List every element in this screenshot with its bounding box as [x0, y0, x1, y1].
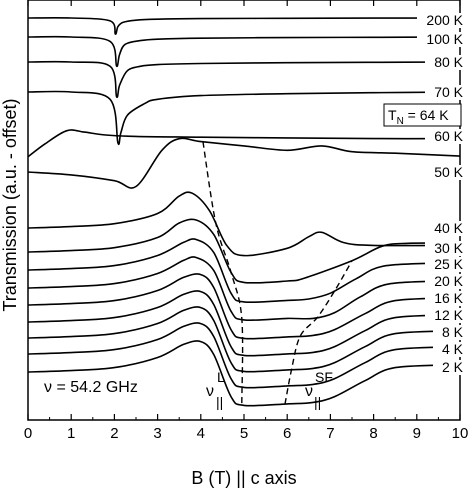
frequency-annotation: ν = 54.2 GHz	[44, 379, 138, 396]
series-label-bg	[425, 308, 463, 323]
series-label: 50 K	[434, 164, 463, 180]
series-label-bg	[425, 165, 463, 180]
series-label-bg	[425, 129, 463, 144]
guide-right-main: ν	[305, 383, 313, 400]
series-label-bg	[425, 257, 463, 272]
series-line-12k	[27, 290, 461, 357]
series-label-bg	[417, 32, 463, 47]
series-label-bg	[417, 13, 463, 28]
x-tick-label: 3	[153, 425, 161, 442]
x-tick-label: 7	[326, 425, 334, 442]
guide-right-sub: ||	[314, 394, 321, 410]
series-line-70k	[27, 90, 461, 145]
series-label: 25 K	[434, 256, 463, 272]
series-label-bg	[433, 325, 463, 340]
neel-box: TN = 64 K	[383, 103, 462, 127]
y-axis-title: Transmission (a.u. - offset)	[0, 98, 20, 311]
series-line-100k	[27, 35, 461, 68]
guide-left-label: ν L ||	[206, 369, 225, 410]
x-tick-label: 10	[452, 425, 469, 442]
series-label: 8 K	[442, 324, 464, 340]
neel-box-frame	[383, 103, 462, 127]
x-tick-label: 9	[413, 425, 421, 442]
series-line-50k	[27, 137, 461, 189]
series-label: 20 K	[434, 273, 463, 289]
neel-value: = 64 K	[404, 107, 449, 123]
x-ticks: 0 1 2 3 4 5 6 7 8 9 10	[24, 0, 469, 442]
x-tick-label: 2	[110, 425, 118, 442]
series-label: 70 K	[434, 84, 463, 100]
guide-left-sub: ||	[216, 394, 223, 410]
series-label-bg	[425, 85, 463, 100]
series-line-80k	[27, 60, 461, 99]
series-line-2k	[27, 340, 461, 407]
series-labels: 200 K 100 K 80 K 70 K 60 K 50 K 40 K 30 K25 K20…	[417, 12, 464, 375]
neel-sub: N	[397, 116, 404, 127]
series-line-4k	[27, 322, 461, 389]
guide-left-sup: L	[217, 369, 225, 385]
series-label-bg	[425, 55, 463, 70]
series-label: 16 K	[434, 290, 463, 306]
series-line-200k	[27, 16, 461, 35]
series-label-bg	[433, 360, 463, 375]
series-label: 60 K	[434, 128, 463, 144]
series-label: 4 K	[442, 341, 464, 357]
series-line-60k	[27, 129, 461, 158]
series-label: 40 K	[434, 220, 463, 236]
x-tick-label: 0	[24, 425, 32, 442]
series-line-25k	[27, 238, 461, 304]
series-line-30k	[27, 218, 461, 284]
series-label-bg	[425, 274, 463, 289]
series-label-bg	[425, 241, 463, 256]
series-label-bg	[425, 291, 463, 306]
series-line-8k	[27, 306, 461, 373]
x-tick-label: 5	[240, 425, 248, 442]
series-label: 80 K	[434, 54, 463, 70]
guide-left-main: ν	[206, 383, 214, 400]
guide-lines	[202, 141, 353, 405]
series-curves	[27, 16, 461, 407]
series-line-40k	[27, 191, 461, 257]
neel-main: T	[388, 107, 397, 123]
x-tick-label: 1	[67, 425, 75, 442]
series-label: 12 K	[434, 307, 463, 323]
series-line-16k	[27, 273, 461, 340]
x-tick-label: 6	[283, 425, 291, 442]
series-label: 200 K	[426, 12, 463, 28]
x-tick-label: 4	[197, 425, 205, 442]
x-tick-label: 8	[369, 425, 377, 442]
neel-label: TN = 64 K	[388, 107, 449, 127]
guide-line-left	[202, 141, 244, 404]
guide-line-right	[284, 260, 353, 405]
series-label-bg	[425, 221, 463, 236]
guide-right-sup: SF	[315, 369, 333, 385]
guide-right-label: ν SF ||	[305, 369, 333, 410]
series-label-bg	[433, 342, 463, 357]
series-line-20k	[27, 256, 461, 322]
x-axis-title: B (T) || c axis	[191, 468, 296, 488]
series-label: 2 K	[442, 359, 464, 375]
series-label: 100 K	[426, 31, 463, 47]
series-label: 30 K	[434, 240, 463, 256]
